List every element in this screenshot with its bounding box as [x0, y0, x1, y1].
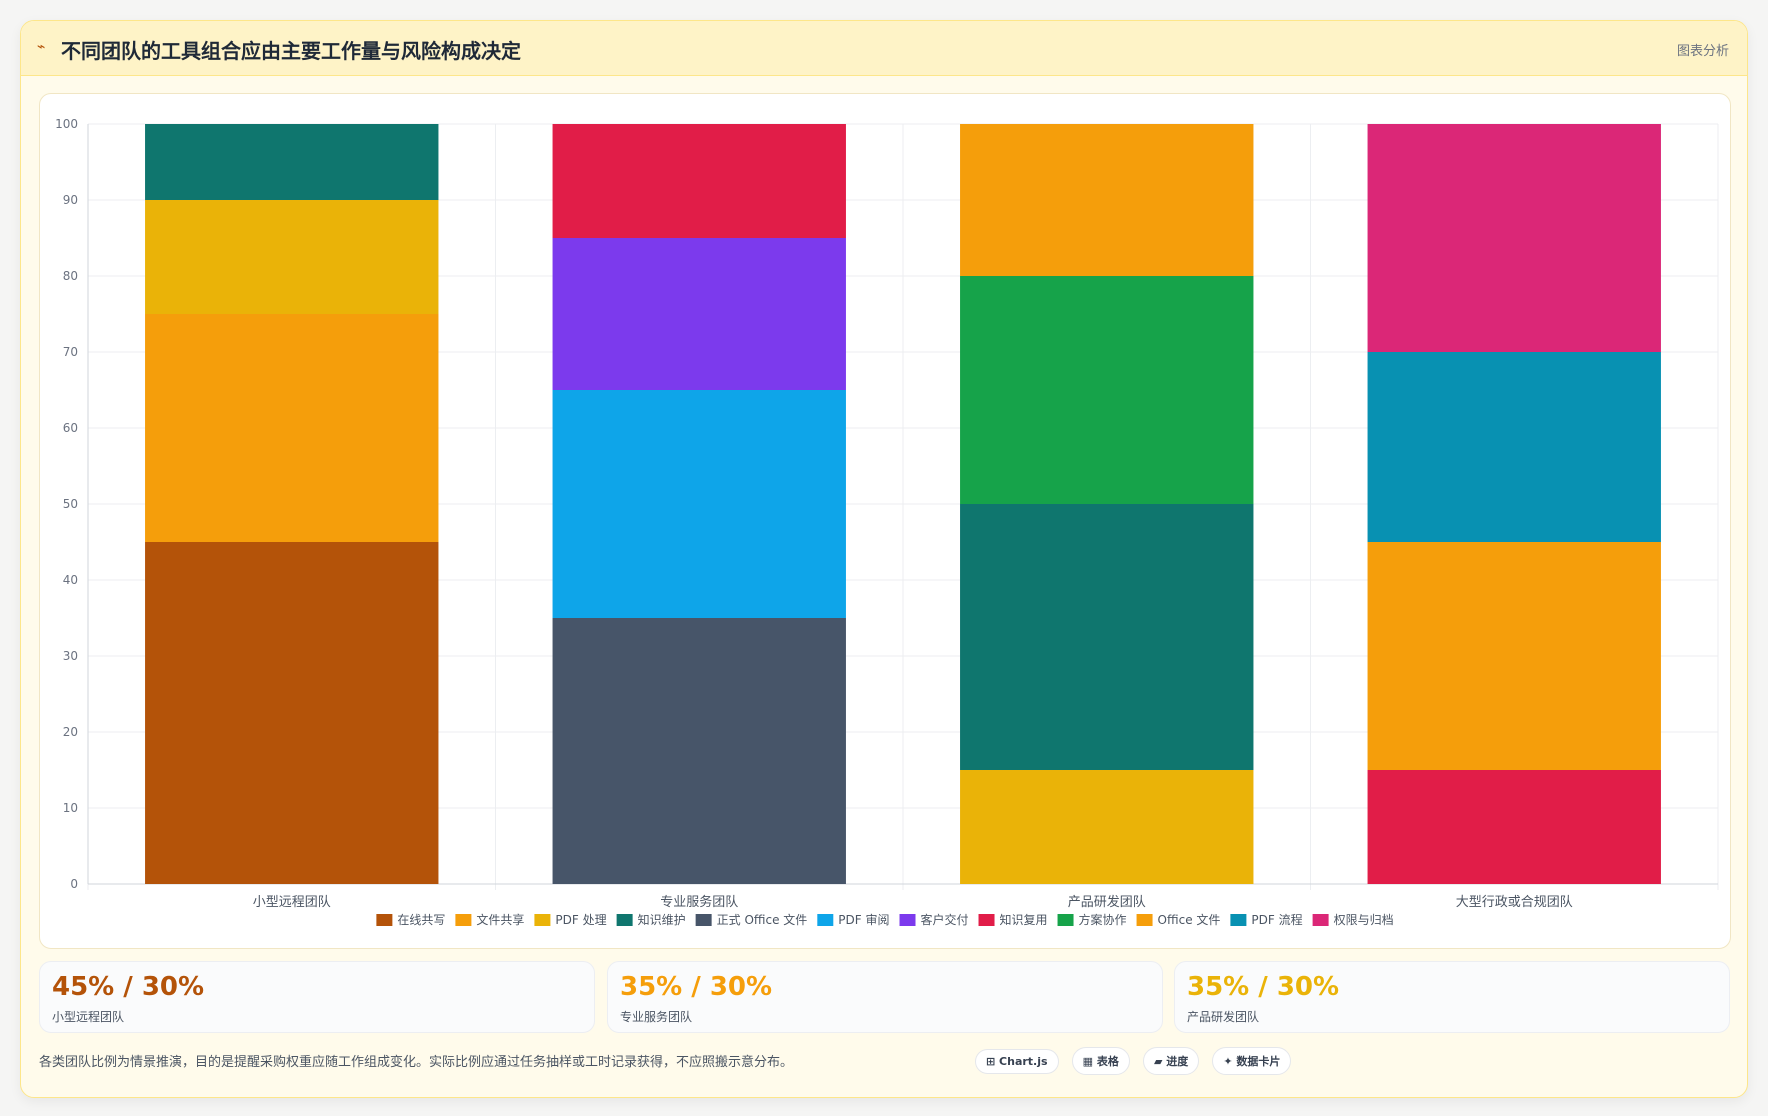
stat-card-small-remote: 45% / 30% 小型远程团队	[39, 961, 595, 1033]
legend-label[interactable]: 正式 Office 文件	[717, 912, 808, 927]
legend-label[interactable]: 知识维护	[638, 913, 686, 927]
legend-swatch[interactable]	[1230, 914, 1247, 926]
bar-segment[interactable]	[1367, 770, 1661, 884]
x-tick-label: 小型远程团队	[253, 895, 331, 910]
footer-note: 各类团队比例为情景推演，目的是提醒采购权重应随工作组成变化。实际比例应通过任务抽…	[39, 1055, 794, 1070]
bar-segment[interactable]	[145, 314, 439, 542]
y-tick-label: 90	[63, 193, 78, 207]
legend-label[interactable]: 在线共写	[397, 913, 445, 927]
tag-data-card[interactable]: ✦ 数据卡片	[1212, 1047, 1292, 1075]
chart-icon: ⌁	[37, 39, 46, 55]
bar-segment[interactable]	[960, 276, 1254, 504]
stacked-bar-chart: 0 10 20 30 40 50 60 70 80 90 100 小型远程团队 专业服务团队 产品研发团队…	[55, 117, 1719, 927]
chart-analysis-link[interactable]: 图表分析	[1676, 44, 1729, 59]
y-tick-label: 40	[63, 573, 78, 587]
legend-swatch[interactable]	[616, 914, 633, 926]
bar-segment[interactable]	[1367, 542, 1661, 770]
legend-swatch[interactable]	[1136, 914, 1153, 926]
chart-card: ⌁ 不同团队的工具组合应由主要工作量与风险构成决定 图表分析 0 10 20 30 40…	[20, 20, 1748, 1098]
legend-swatch[interactable]	[455, 914, 472, 926]
tag-table[interactable]: ▦ 表格	[1071, 1047, 1130, 1075]
chart-panel: 0 10 20 30 40 50 60 70 80 90 100 小型远程团队 专业服务团队 产品研发团队…	[39, 93, 1731, 949]
legend-label[interactable]: PDF 流程	[1251, 912, 1302, 927]
tag-progress[interactable]: ▰ 进度	[1142, 1047, 1200, 1075]
y-tick-label: 100	[55, 117, 78, 131]
tag-chartjs[interactable]: ⊞ Chart.js	[975, 1049, 1059, 1074]
footer-tags: ⊞ Chart.js ▦ 表格 ▰ 进度 ✦ 数据卡片	[975, 1047, 1299, 1075]
stat-value: 45% / 30%	[52, 972, 205, 1002]
stat-value: 35% / 30%	[620, 972, 773, 1002]
legend-swatch[interactable]	[534, 914, 551, 926]
x-tick-label: 大型行政或合规团队	[1456, 895, 1573, 910]
legend-swatch[interactable]	[1057, 914, 1074, 926]
stat-label: 专业服务团队	[620, 1010, 693, 1024]
stat-card-professional-services: 35% / 30% 专业服务团队	[607, 961, 1163, 1033]
legend-label[interactable]: 文件共享	[476, 912, 524, 927]
card-header: ⌁ 不同团队的工具组合应由主要工作量与风险构成决定 图表分析	[21, 21, 1747, 76]
x-tick-label: 产品研发团队	[1068, 894, 1146, 910]
y-tick-label: 60	[63, 421, 78, 435]
legend-label[interactable]: 知识复用	[1000, 913, 1048, 927]
card-title: 不同团队的工具组合应由主要工作量与风险构成决定	[61, 39, 521, 63]
y-tick-label: 10	[63, 801, 78, 815]
bar-segment[interactable]	[552, 124, 846, 238]
legend-swatch[interactable]	[1312, 914, 1329, 926]
stat-label: 小型远程团队	[52, 1010, 125, 1024]
legend-swatch[interactable]	[695, 914, 712, 926]
bar-segment[interactable]	[145, 124, 439, 200]
bar-segment[interactable]	[552, 238, 846, 390]
bar-segment[interactable]	[552, 390, 846, 618]
legend-label[interactable]: 方案协作	[1079, 912, 1127, 927]
legend-label[interactable]: 权限与归档	[1334, 913, 1394, 927]
y-tick-label: 30	[63, 649, 78, 663]
bar-segment[interactable]	[145, 542, 439, 884]
bar-segment[interactable]	[960, 504, 1254, 770]
y-tick-label: 50	[63, 497, 78, 511]
legend-label[interactable]: 客户交付	[921, 912, 969, 927]
y-tick-label: 70	[63, 345, 78, 359]
legend-label[interactable]: Office 文件	[1158, 912, 1221, 927]
legend-swatch[interactable]	[817, 914, 834, 926]
legend-label[interactable]: PDF 处理	[555, 913, 606, 927]
y-tick-label: 20	[63, 725, 78, 739]
bar-segment[interactable]	[1367, 124, 1661, 352]
bar-segment[interactable]	[145, 200, 439, 314]
legend-swatch[interactable]	[899, 914, 916, 926]
legend-swatch[interactable]	[376, 914, 393, 926]
y-tick-label: 80	[63, 269, 78, 283]
y-tick-label: 0	[70, 877, 78, 891]
bar-segment[interactable]	[552, 618, 846, 884]
legend-label[interactable]: PDF 审阅	[838, 912, 889, 927]
bar-segment[interactable]	[1367, 352, 1661, 542]
stat-label: 产品研发团队	[1187, 1010, 1260, 1024]
bar-segment[interactable]	[960, 770, 1254, 884]
legend-swatch[interactable]	[978, 914, 995, 926]
stat-card-product-rd: 35% / 30% 产品研发团队	[1174, 961, 1730, 1033]
bar-segment[interactable]	[960, 124, 1254, 276]
x-tick-label: 专业服务团队	[660, 894, 738, 910]
stat-value: 35% / 30%	[1187, 972, 1340, 1002]
